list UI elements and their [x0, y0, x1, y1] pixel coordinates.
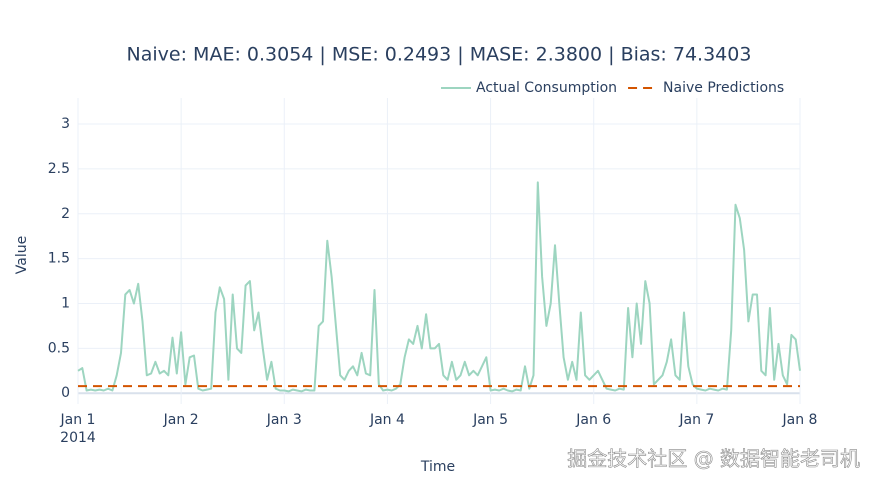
y-tick-label: 2.5	[48, 161, 70, 177]
y-tick-label: 1	[61, 295, 70, 311]
y-tick-label: 0	[61, 385, 70, 401]
x-tick-label: Jan 8	[782, 412, 818, 428]
watermark: 掘金技术社区 @ 数据智能老司机	[567, 447, 860, 471]
grid	[77, 98, 801, 404]
y-tick-label: 3	[61, 116, 70, 132]
x-tick-label: Jan 5	[472, 412, 508, 428]
x-tick-label: Jan 7	[678, 412, 714, 428]
chart-title: Naive: MAE: 0.3054 | MSE: 0.2493 | MASE:…	[127, 44, 752, 66]
x-tick-label: Jan 2	[163, 412, 199, 428]
y-tick-label: 1.5	[48, 251, 70, 267]
x-axis-title: Time	[420, 459, 455, 475]
x-tick-label: Jan 1	[60, 412, 96, 428]
x-year-label: 2014	[60, 430, 96, 446]
y-tick-label: 0.5	[48, 340, 70, 356]
y-axis-title: Value	[14, 236, 30, 274]
x-tick-label: Jan 3	[266, 412, 302, 428]
legend-label: Naive Predictions	[663, 80, 784, 96]
y-tick-label: 2	[61, 206, 70, 222]
series-line	[77, 181, 801, 393]
x-tick-label: Jan 4	[369, 412, 405, 428]
x-tick-label: Jan 6	[575, 412, 611, 428]
legend-label: Actual Consumption	[476, 80, 617, 96]
